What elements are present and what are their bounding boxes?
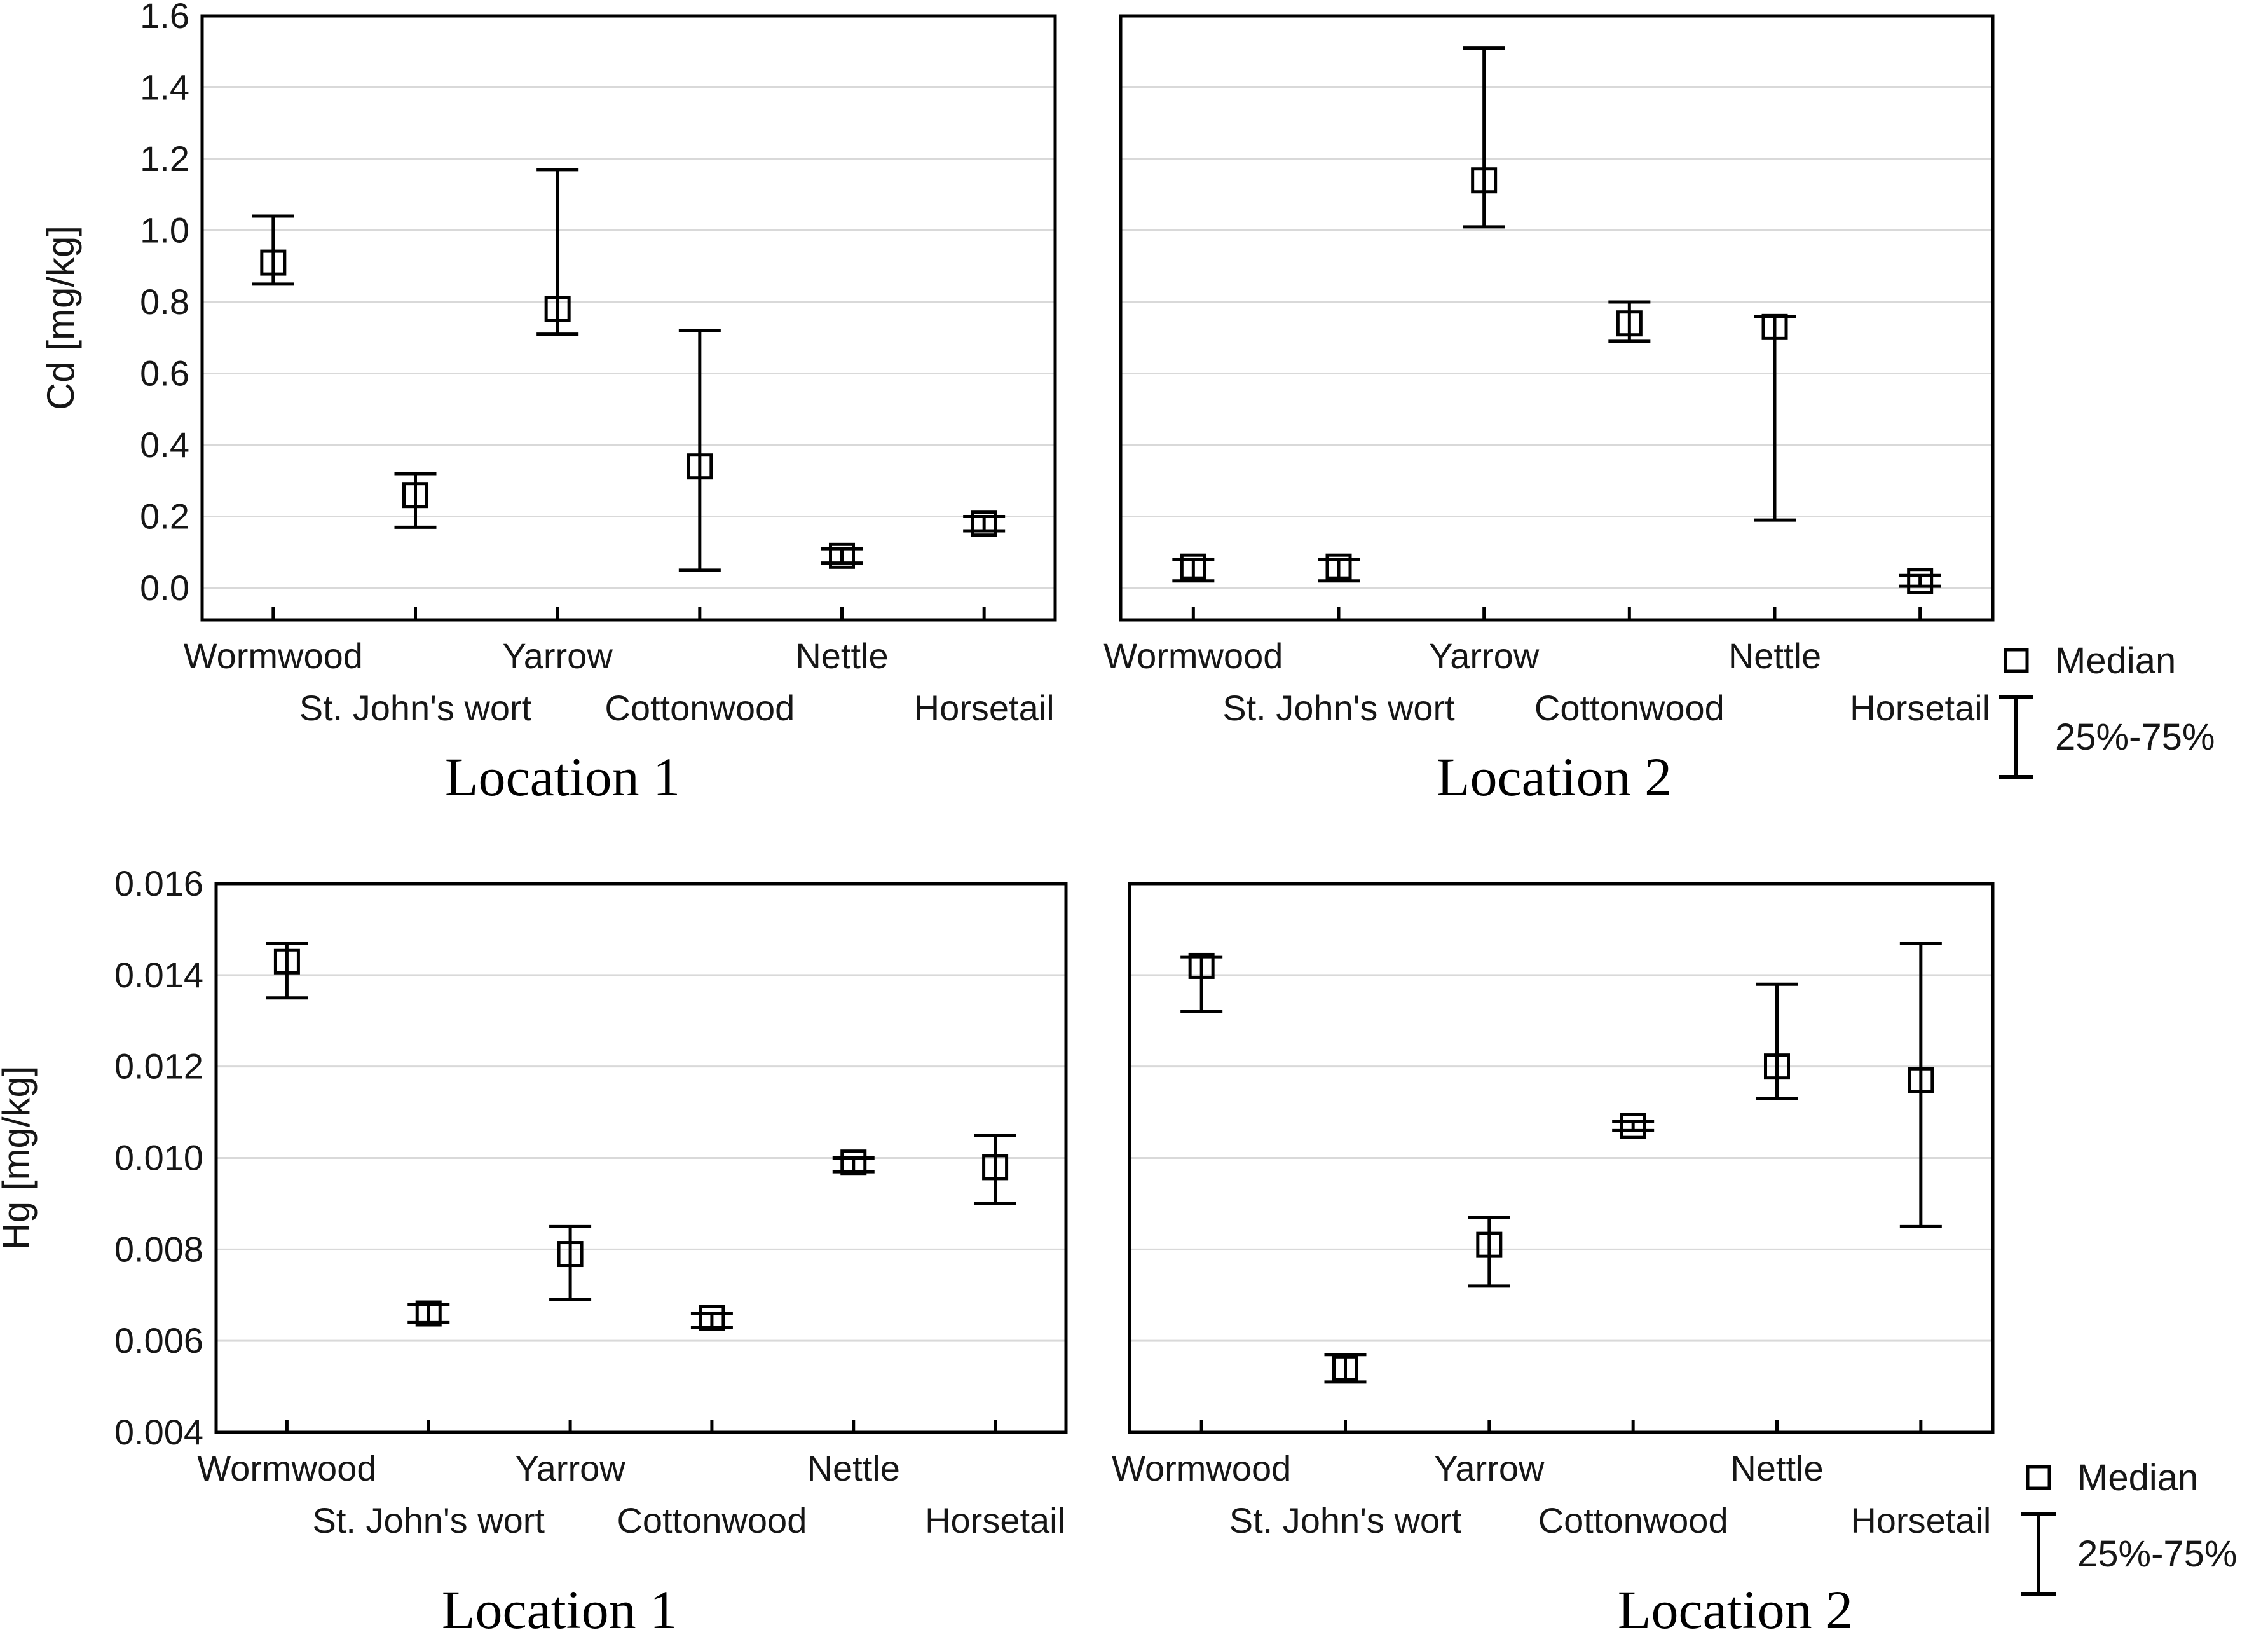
panel-title-hg-location-2: Location 2 [1617, 1579, 1854, 1640]
x-category-label: St. John's wort [1222, 688, 1455, 728]
hg-location-2-plot: Wormwood St. John's wort Yarrow CottonwoodN… [1112, 882, 1995, 1540]
iqr-range-icon [1999, 695, 2033, 779]
median-marker [699, 1305, 725, 1331]
median-marker [1616, 310, 1643, 337]
y-tick-label: 0.006 [114, 1320, 203, 1360]
y-tick-label: 1.0 [140, 210, 189, 250]
y-tick-label: 0.0 [140, 568, 189, 608]
median-marker [840, 1149, 867, 1176]
median-marker [829, 542, 855, 569]
median-marker [687, 453, 713, 480]
x-category-label: Cottonwood [617, 1500, 807, 1540]
y-axis-title: Hg [mg/kg] [0, 1065, 38, 1250]
legend-range-label: 25%-75% [2077, 1533, 2237, 1575]
y-tick-label: 0.8 [140, 282, 189, 322]
panel-title-cd-location-1: Location 1 [444, 746, 681, 807]
y-tick-label: 0.014 [114, 955, 203, 995]
plot-border [1128, 882, 1995, 1434]
median-marker [1620, 1113, 1646, 1139]
median-marker [1764, 1053, 1790, 1080]
y-tick-label: 0.2 [140, 496, 189, 536]
y-tick-label: 0.010 [114, 1138, 203, 1178]
x-category-label: Horsetail [925, 1500, 1065, 1540]
median-marker [415, 1300, 442, 1327]
x-category-label: Yarrow [1434, 1448, 1545, 1488]
x-category-label: Wormwood [1112, 1448, 1291, 1488]
y-tick-label: 0.012 [114, 1046, 203, 1086]
legend-range-row: 25%-75% [2015, 1506, 2237, 1601]
y-tick-label: 0.008 [114, 1229, 203, 1269]
x-category-label: Horsetail [1850, 688, 1990, 728]
legend-median-row: Median [1993, 636, 2215, 685]
median-marker [1761, 313, 1788, 340]
x-category-label: St. John's wort [312, 1500, 545, 1540]
median-marker [1471, 167, 1498, 194]
x-category-label: Nettle [1728, 636, 1821, 676]
x-category-label: St. John's wort [299, 688, 532, 728]
x-category-label: Cottonwood [1538, 1500, 1728, 1540]
x-category-label: Horsetail [914, 688, 1055, 728]
y-tick-label: 1.4 [140, 67, 189, 107]
x-category-label: Yarrow [503, 636, 613, 676]
y-tick-label: 0.6 [140, 353, 189, 393]
y-tick-label: 1.2 [140, 139, 189, 179]
legend-median-label: Median [2077, 1456, 2199, 1498]
median-marker [1188, 952, 1215, 979]
y-tick-label: 0.016 [114, 865, 203, 903]
panel-title-cd-location-2: Location 2 [1436, 746, 1672, 807]
panel-cd-location-1: 0.0 0.2 0.4 0.6 0.8 1.0 1.2 1.4 1.6 Cd [mg/kg] Wor… [0, 0, 1081, 865]
median-marker [402, 482, 428, 509]
plot-border [200, 14, 1057, 622]
median-marker [1325, 553, 1352, 580]
y-tick-label: 0.004 [114, 1412, 203, 1452]
median-marker [260, 249, 287, 276]
median-marker [1907, 568, 1934, 594]
x-category-label: Horsetail [1850, 1500, 1991, 1540]
x-category-label: Wormwood [197, 1448, 376, 1488]
y-axis-title: Cd [mg/kg] [39, 226, 82, 410]
x-category-label: Nettle [795, 636, 888, 676]
legend-hg: Median 25%-75% [2015, 1453, 2237, 1601]
cd-location-2-plot: Wormwood St. John's wort Yarrow CottonwoodN… [1103, 14, 1995, 728]
y-tick-label: 0.4 [140, 425, 189, 465]
x-category-label: Wormwood [1103, 636, 1283, 676]
hg-location-1-plot: 0.004 0.006 0.008 0.010 0.012 0.014 0.016 Hg [m… [0, 865, 1068, 1540]
plot-border [214, 882, 1068, 1434]
legend-cd: Median 25%-75% [1993, 636, 2215, 784]
iqr-range-icon [2021, 1512, 2056, 1596]
median-marker [1476, 1231, 1503, 1258]
median-marker [1908, 1067, 1934, 1093]
median-marker-icon [2004, 648, 2029, 673]
panel-hg-location-1: 0.004 0.006 0.008 0.010 0.012 0.014 0.016 Hg [m… [0, 865, 1081, 1651]
x-category-label: Wormwood [184, 636, 363, 676]
median-marker [1332, 1355, 1358, 1381]
legend-median-row: Median [2015, 1453, 2237, 1502]
legend-median-label: Median [2055, 640, 2176, 682]
median-marker [982, 1154, 1009, 1181]
median-marker [1180, 553, 1206, 580]
plot-border [1119, 14, 1995, 622]
legend-range-row: 25%-75% [1993, 689, 2215, 784]
x-category-label: Yarrow [1429, 636, 1540, 676]
median-marker [273, 948, 300, 975]
panel-title-hg-location-1: Location 1 [441, 1579, 678, 1640]
x-category-label: Cottonwood [1534, 688, 1725, 728]
panel-cd-location-2: Wormwood St. John's wort Yarrow Cottonwood N… [1081, 0, 2268, 865]
x-category-label: Nettle [807, 1448, 900, 1488]
cd-location-1-plot: 0.0 0.2 0.4 0.6 0.8 1.0 1.2 1.4 1.6 Cd [mg/kg] Wor… [39, 0, 1057, 728]
y-tick-label: 1.6 [140, 0, 189, 36]
x-category-label: Nettle [1730, 1448, 1823, 1488]
median-marker [557, 1241, 584, 1268]
x-category-label: St. John's wort [1229, 1500, 1462, 1540]
panel-hg-location-2: Wormwood St. John's wort Yarrow Cottonwood N… [1081, 865, 2268, 1651]
legend-range-label: 25%-75% [2055, 716, 2215, 758]
median-marker [544, 296, 571, 322]
x-category-label: Cottonwood [605, 688, 795, 728]
x-category-label: Yarrow [515, 1448, 625, 1488]
median-marker-icon [2026, 1465, 2051, 1490]
median-marker [971, 510, 997, 537]
